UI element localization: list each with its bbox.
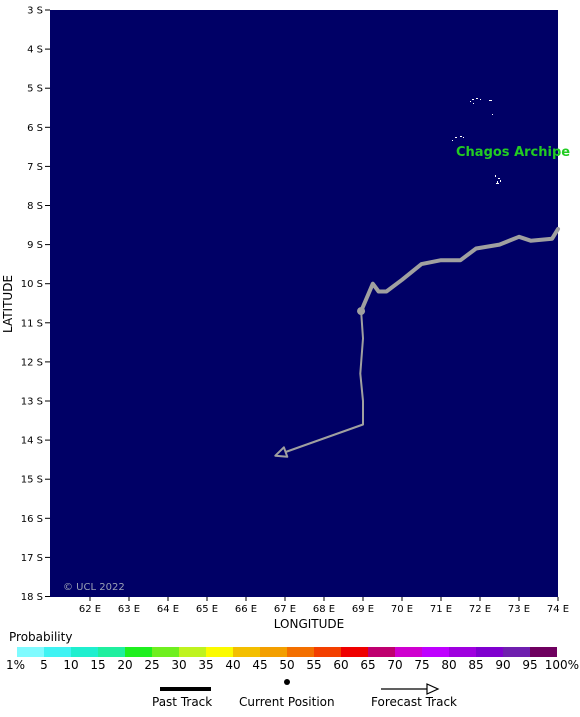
current-position-marker (357, 307, 366, 316)
probability-label: 45 (252, 658, 268, 672)
probability-swatch (71, 647, 98, 657)
probability-label: 75 (414, 658, 430, 672)
past-track-label: Past Track (152, 695, 213, 709)
probability-swatch (287, 647, 314, 657)
probability-label: 15 (90, 658, 106, 672)
lat-tick-label: 13 S (21, 397, 43, 408)
chagos-islands (452, 98, 501, 184)
probability-swatch (422, 647, 449, 657)
copyright-text: © UCL 2022 (63, 582, 125, 593)
probability-swatch (125, 647, 152, 657)
probability-label: 10 (63, 658, 79, 672)
probability-swatch (98, 647, 125, 657)
probability-label: 25 (144, 658, 160, 672)
longitude-axis: 62 E 63 E 64 E 65 E 66 E 67 E 68 E 69 E 70 E 71 E… (79, 597, 569, 615)
probability-label: 80 (441, 658, 457, 672)
lon-tick-label: 72 E (469, 604, 491, 615)
lat-tick-label: 5 S (27, 84, 43, 95)
probability-swatch (314, 647, 341, 657)
lat-tick-label: 7 S (27, 162, 43, 173)
probability-label: 85 (468, 658, 484, 672)
lon-tick-label: 69 E (352, 604, 374, 615)
lon-tick-label: 66 E (235, 604, 257, 615)
probability-label: 95 (522, 658, 538, 672)
probability-swatch (476, 647, 503, 657)
probability-swatch (503, 647, 530, 657)
probability-swatch (44, 647, 71, 657)
latitude-axis: 3 S 4 S 5 S 6 S 7 S 8 S 9 S 10 S 11 S 12 S 13 S 14 … (21, 6, 50, 603)
current-position-label: Current Position (239, 695, 335, 709)
lon-tick-label: 64 E (157, 604, 179, 615)
probability-label: 35 (198, 658, 214, 672)
chagos-archipelago-label: Chagos Archipe (456, 145, 570, 160)
probability-swatch (179, 647, 206, 657)
forecast-track-line (285, 311, 364, 453)
lat-tick-label: 4 S (27, 45, 43, 56)
y-axis-title: LATITUDE (1, 275, 15, 333)
probability-label: 50 (279, 658, 295, 672)
lat-tick-label: 17 S (21, 553, 43, 564)
x-axis-title: LONGITUDE (274, 617, 344, 631)
lat-tick-label: 10 S (21, 279, 43, 290)
lon-tick-label: 73 E (508, 604, 530, 615)
probability-swatch (260, 647, 287, 657)
probability-label: 55 (306, 658, 322, 672)
map-ocean-background (50, 10, 558, 597)
probability-swatch (206, 647, 233, 657)
lat-tick-label: 8 S (27, 201, 43, 212)
lon-tick-label: 74 E (547, 604, 569, 615)
probability-label: 60 (333, 658, 349, 672)
lon-tick-label: 63 E (118, 604, 140, 615)
lat-tick-label: 15 S (21, 475, 43, 486)
lon-tick-label: 70 E (391, 604, 413, 615)
probability-label: 30 (171, 658, 187, 672)
probability-label: 100% (544, 658, 579, 672)
probability-swatch (152, 647, 179, 657)
lon-tick-label: 65 E (196, 604, 218, 615)
probability-swatch (368, 647, 395, 657)
lon-tick-label: 62 E (79, 604, 101, 615)
probability-bar-labels: 1% 5 10 15 20 25 30 35 40 45 50 55 60 65 70 75 80 85 90 95 1… (0, 658, 580, 672)
forecast-track-label: Forecast Track (371, 695, 457, 709)
lon-tick-label: 67 E (274, 604, 296, 615)
probability-label: 40 (225, 658, 241, 672)
lat-tick-label: 14 S (21, 436, 43, 447)
lat-tick-label: 11 S (21, 318, 43, 329)
probability-label: 20 (117, 658, 133, 672)
probability-swatch (449, 647, 476, 657)
probability-swatch (17, 647, 44, 657)
probability-swatch (530, 647, 557, 657)
probability-swatch (233, 647, 260, 657)
probability-label: 1% (6, 658, 26, 672)
probability-label: 65 (360, 658, 376, 672)
probability-label: 90 (495, 658, 511, 672)
lat-tick-label: 9 S (27, 240, 43, 251)
forecast-track-key-arrow (426, 683, 440, 695)
legend-title: Probability (9, 630, 73, 644)
probability-swatch (341, 647, 368, 657)
lon-tick-label: 71 E (430, 604, 452, 615)
lat-tick-label: 6 S (27, 123, 43, 134)
past-track-line (359, 227, 560, 314)
lat-tick-label: 18 S (21, 592, 43, 603)
lat-tick-label: 12 S (21, 357, 43, 368)
probability-swatch (395, 647, 422, 657)
probability-color-bar (17, 647, 557, 657)
current-position-key-dot (284, 679, 290, 685)
lon-tick-label: 68 E (313, 604, 335, 615)
lat-tick-label: 16 S (21, 514, 43, 525)
probability-label: 70 (387, 658, 403, 672)
probability-label: 5 (40, 658, 48, 672)
lat-tick-label: 3 S (27, 6, 43, 17)
forecast-arrow-head (274, 446, 289, 458)
